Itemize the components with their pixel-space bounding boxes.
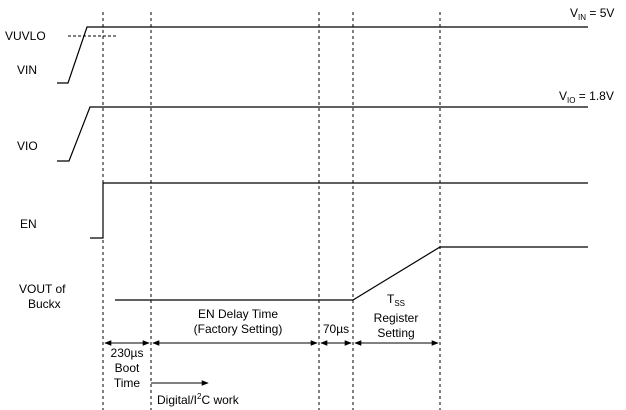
- vuvlo-label: VUVLO: [5, 29, 46, 43]
- tss-label: TSS: [387, 292, 405, 308]
- boot-label-line1: 230µs: [111, 346, 144, 360]
- gap-label: 70µs: [323, 322, 349, 336]
- en-waveform: [90, 182, 588, 239]
- vout-label-line2: Buckx: [28, 297, 61, 311]
- vio-label: VIO: [17, 139, 38, 153]
- vin-waveform: [57, 26, 588, 84]
- boot-label-line3: Time: [114, 376, 141, 390]
- vio-level-label: VIO = 1.8V: [559, 89, 614, 105]
- tss-label-line2: Register: [374, 311, 419, 325]
- tss-label-line3: Setting: [377, 326, 414, 340]
- interval-arrows: [104, 340, 439, 386]
- en-label: EN: [20, 217, 37, 231]
- en-delay-label-line1: EN Delay Time: [198, 307, 278, 321]
- timing-markers: [102, 12, 441, 410]
- digital-i2c-label: Digital/I2C work: [157, 392, 240, 407]
- vin-label: VIN: [17, 63, 37, 77]
- en-delay-label-line2: (Factory Setting): [194, 322, 283, 336]
- vio-waveform: [57, 106, 588, 162]
- vout-waveform: [115, 246, 588, 301]
- vin-level-label: VIN = 5V: [570, 6, 614, 22]
- waveforms: [57, 26, 588, 301]
- boot-label-line2: Boot: [115, 361, 140, 375]
- vout-label-line1: VOUT of: [19, 282, 66, 296]
